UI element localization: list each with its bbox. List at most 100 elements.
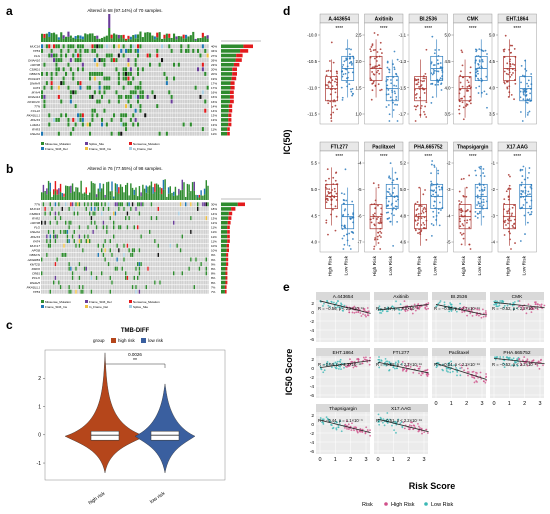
oncoplot-cell xyxy=(146,48,149,53)
oncoplot-cell xyxy=(66,252,69,257)
oncoplot-cell xyxy=(123,271,125,276)
oncoplot-cell xyxy=(46,252,48,257)
oncoplot-cell xyxy=(77,234,79,239)
oncoplot-cell xyxy=(114,225,117,230)
oncoplot-cell xyxy=(87,211,89,216)
oncoplot-cell xyxy=(94,252,96,257)
oncoplot-cell xyxy=(110,127,113,132)
oncoplot-cell xyxy=(204,81,207,86)
tmb-bar xyxy=(120,38,123,42)
oncoplot-cell xyxy=(185,44,188,49)
legend-swatch xyxy=(41,142,44,145)
oncoplot-cell xyxy=(138,271,141,276)
gene-label: DNAH14 xyxy=(28,95,40,99)
oncoplot-cell xyxy=(73,243,75,248)
oncoplot-cell xyxy=(114,234,117,239)
oncoplot-cell xyxy=(119,202,122,207)
oncoplot-cell xyxy=(125,202,127,207)
oncoplot-cell xyxy=(141,104,144,109)
oncoplot-cell xyxy=(104,271,106,276)
oncoplot-cell xyxy=(146,81,149,86)
oncoplot-cell xyxy=(99,252,101,257)
oncoplot-cell xyxy=(131,206,134,211)
oncoplot-cell xyxy=(145,202,147,207)
ic50-point xyxy=(486,106,488,109)
oncoplot-cell xyxy=(75,252,77,257)
tmb-bar xyxy=(62,35,65,39)
ic50-point xyxy=(509,188,512,190)
oncoplot-cell xyxy=(173,206,175,211)
x-label-low: Low Risk xyxy=(433,255,439,275)
oncoplot-cell xyxy=(73,262,75,267)
oncoplot-cell xyxy=(150,266,153,271)
ic50-point xyxy=(436,59,439,62)
oncoplot-cell xyxy=(131,252,134,257)
ic50-point xyxy=(422,211,425,214)
oncoplot-cell xyxy=(128,202,130,207)
ic50-point xyxy=(329,81,332,84)
oncoplot-cell xyxy=(197,280,199,285)
oncoplot-cell xyxy=(161,216,163,221)
oncoplot-cell xyxy=(63,229,65,234)
oncoplot-cell xyxy=(203,289,206,294)
oncoplot-cell xyxy=(90,248,93,253)
ic50-point xyxy=(325,201,328,204)
oncoplot-cell xyxy=(157,280,159,285)
oncoplot-cell xyxy=(67,58,70,63)
oncoplot-cell xyxy=(203,220,206,225)
oncoplot-cell xyxy=(185,229,187,234)
ic50-point xyxy=(482,201,485,204)
oncoplot-cell xyxy=(203,234,206,239)
ic50-point xyxy=(528,205,531,208)
oncoplot-cell xyxy=(54,252,57,257)
ic50-point xyxy=(425,101,428,104)
oncoplot-cell xyxy=(163,90,166,95)
ic50-point xyxy=(414,229,417,232)
oncoplot-cell xyxy=(110,131,113,136)
oncoplot-cell xyxy=(142,266,144,271)
facet-panel xyxy=(497,150,537,253)
oncoplot-cell xyxy=(45,94,48,99)
oncoplot-cell xyxy=(126,257,129,262)
oncoplot-cell xyxy=(198,216,201,221)
oncoplot-cell xyxy=(93,131,96,136)
tmb-bar xyxy=(122,38,125,42)
oncoplot-cell xyxy=(193,262,195,267)
oncoplot-cell xyxy=(91,53,94,58)
y-tick-label: -4 xyxy=(358,161,362,166)
oncoplot-cell xyxy=(101,53,104,58)
oncoplot-cell xyxy=(141,76,144,81)
oncoplot-cell xyxy=(200,257,202,262)
oncoplot-cell xyxy=(103,62,106,67)
oncoplot-cell xyxy=(106,216,108,221)
oncoplot-cell xyxy=(164,280,166,285)
oncoplot-cell xyxy=(83,262,86,267)
oncoplot-cell xyxy=(135,206,137,211)
ic50-point xyxy=(388,176,390,179)
oncoplot-cell xyxy=(125,104,128,109)
oncoplot-cell xyxy=(157,289,159,294)
oncoplot-cell xyxy=(190,202,192,207)
oncoplot-cell xyxy=(180,67,183,72)
tmb-bar xyxy=(129,39,132,42)
ic50-point xyxy=(345,233,348,236)
oncoplot-cell xyxy=(188,216,190,221)
ic50-point xyxy=(458,105,461,107)
oncoplot-cell xyxy=(58,285,60,290)
oncoplot-cell xyxy=(151,85,154,90)
oncoplot-cell xyxy=(183,266,185,271)
oncoplot-cell xyxy=(55,81,58,86)
ic50-point xyxy=(343,234,345,237)
oncoplot-cell xyxy=(173,275,175,280)
oncoplot-cell xyxy=(149,108,152,113)
tmb-bar xyxy=(167,193,170,200)
oncoplot-cell xyxy=(98,99,101,104)
tmb-bar xyxy=(132,35,135,42)
tmb-bar xyxy=(77,35,80,39)
oncoplot-cell xyxy=(43,71,46,76)
oncoplot-cell xyxy=(178,285,180,290)
oncoplot-cell xyxy=(66,243,69,248)
oncoplot-cell xyxy=(197,225,199,230)
tmb-bar xyxy=(127,38,130,42)
oncoplot-cell xyxy=(167,234,170,239)
